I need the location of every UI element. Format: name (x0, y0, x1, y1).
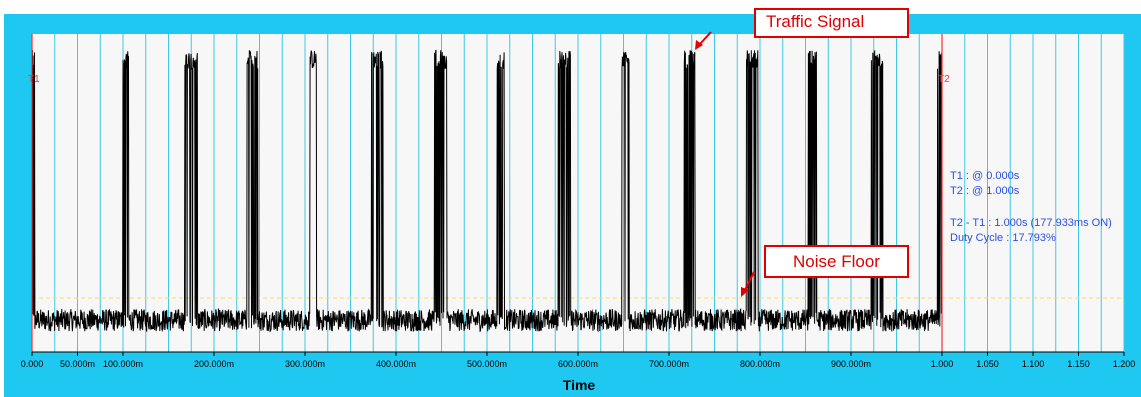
traffic-signal-callout: Traffic Signal (754, 8, 909, 38)
grid-lines (31, 34, 1125, 352)
x-tick-label: 0.000 (21, 359, 44, 369)
readout-duty-cycle: Duty Cycle : 17.793% (950, 232, 1056, 244)
readout-diff: T2 - T1 : 1.000s (177.933ms ON) (950, 217, 1112, 229)
readout-t1: T1 : @ 0.000s (950, 170, 1020, 182)
measurement-readouts: T1 : @ 0.000s T2 : @ 1.000s T2 - T1 : 1.… (950, 170, 1112, 244)
x-tick-label: 600.000m (558, 359, 598, 369)
x-tick-label: 1.200 (1113, 359, 1136, 369)
x-tick-label: 1.150 (1067, 359, 1090, 369)
cursor-label-t2: T2 (938, 74, 950, 85)
x-tick-label: 300.000m (285, 359, 325, 369)
chart-frame: T1 T2 0.000 50.000m 100.000m 200.000m 300.000… (4, 14, 1141, 397)
x-tick-label: 800.000m (740, 359, 780, 369)
readout-t2: T2 : @ 1.000s (950, 185, 1020, 197)
callout-arrows (695, 31, 755, 297)
x-tick-label: 1.050 (976, 359, 999, 369)
noise-floor-arrow (744, 271, 755, 291)
x-axis-label: Time (563, 377, 596, 393)
x-tick-label: 200.000m (194, 359, 234, 369)
signal-trace (31, 49, 943, 333)
plot-svg: T1 T2 0.000 50.000m 100.000m 200.000m 300.000… (21, 31, 1136, 393)
signal-trace-line (31, 49, 943, 333)
noise-floor-callout: Noise Floor (764, 245, 909, 278)
traffic-signal-arrow (699, 31, 712, 45)
x-tick-label: 100.000m (103, 359, 143, 369)
cursors: T1 T2 (28, 34, 950, 352)
x-tick-label: 900.000m (831, 359, 871, 369)
x-tick-label: 1.100 (1022, 359, 1045, 369)
x-tick-label: 50.000m (60, 359, 95, 369)
x-tick-label: 400.000m (376, 359, 416, 369)
traffic-signal-arrowhead (695, 40, 703, 50)
noise-floor-arrowhead (741, 287, 749, 297)
x-tick-labels: 0.000 50.000m 100.000m 200.000m 300.000m 400.… (21, 351, 1136, 369)
cursor-label-t1: T1 (28, 74, 40, 85)
x-tick-label: 1.000 (931, 359, 954, 369)
x-tick-label: 700.000m (649, 359, 689, 369)
x-tick-label: 500.000m (467, 359, 507, 369)
